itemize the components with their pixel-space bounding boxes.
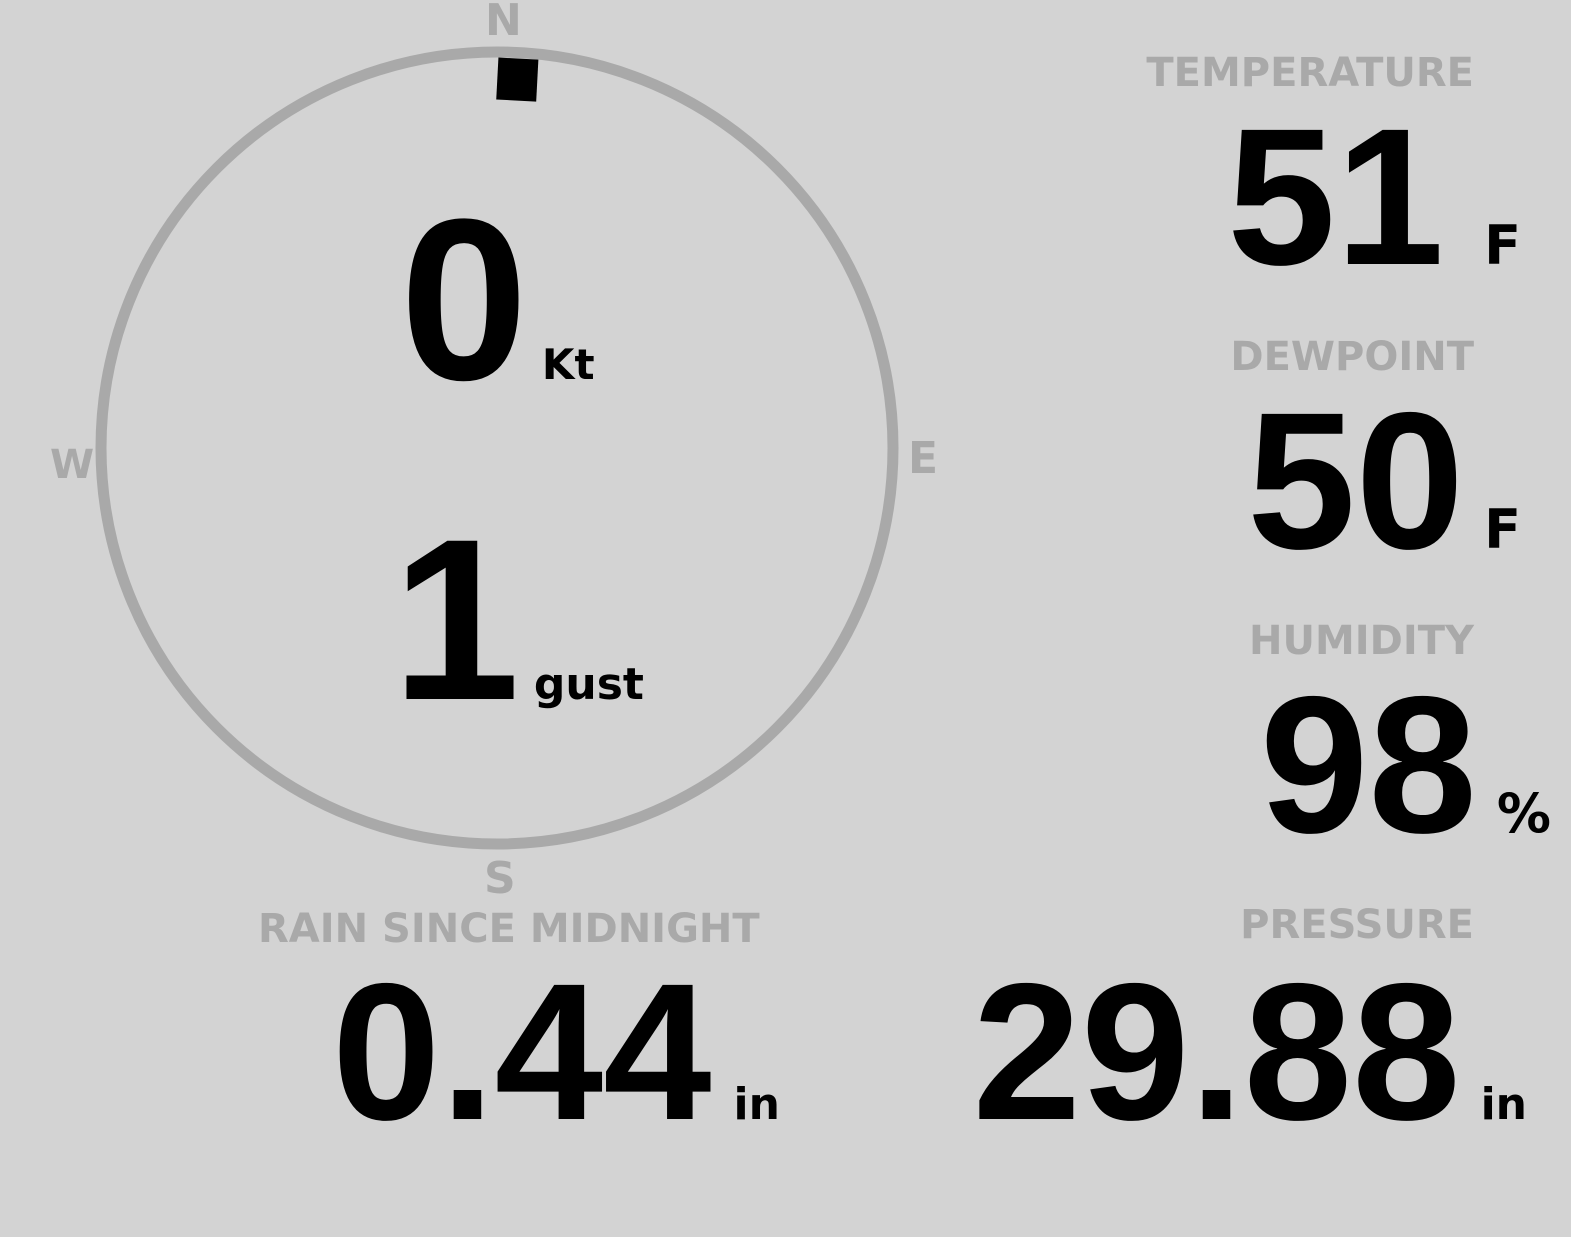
compass-north: N — [485, 0, 522, 46]
wind-speed-value: 0 — [400, 171, 528, 428]
wind-speed-row: 0 Kt — [400, 185, 595, 415]
pressure-value: 29.88 — [972, 943, 1461, 1161]
wind-gust-row: 1 gust — [392, 505, 644, 735]
compass-west: W — [50, 442, 95, 488]
temperature-label: TEMPERATURE — [1146, 50, 1474, 96]
rain-value: 0.44 — [332, 943, 712, 1161]
dewpoint-label: DEWPOINT — [1230, 334, 1474, 380]
compass-east: E — [908, 433, 939, 484]
wind-direction-marker — [496, 57, 539, 102]
compass-ring — [95, 46, 899, 850]
rain-unit: in — [733, 1079, 780, 1130]
pressure-label: PRESSURE — [1240, 902, 1474, 948]
wind-speed-unit: Kt — [541, 340, 595, 389]
humidity-label: HUMIDITY — [1249, 618, 1474, 664]
wind-gust-value: 1 — [392, 491, 520, 748]
dewpoint-value: 50 — [1247, 372, 1465, 590]
wind-gust-unit: gust — [533, 659, 644, 710]
temperature-value: 51 — [1227, 88, 1445, 306]
rain-label: RAIN SINCE MIDNIGHT — [258, 906, 760, 952]
temperature-row: 51 F — [1227, 100, 1521, 295]
temperature-unit: F — [1484, 214, 1521, 277]
humidity-unit: % — [1496, 782, 1551, 845]
rain-row: 0.44 in — [332, 955, 780, 1150]
humidity-value: 98 — [1259, 656, 1477, 874]
pressure-unit: in — [1480, 1079, 1527, 1130]
dewpoint-unit: F — [1484, 498, 1521, 561]
compass-south: S — [484, 853, 516, 904]
humidity-row: 98 % — [1260, 668, 1551, 863]
pressure-row: 29.88 in — [973, 955, 1527, 1150]
wind-compass — [95, 46, 899, 850]
dewpoint-row: 50 F — [1247, 384, 1521, 579]
